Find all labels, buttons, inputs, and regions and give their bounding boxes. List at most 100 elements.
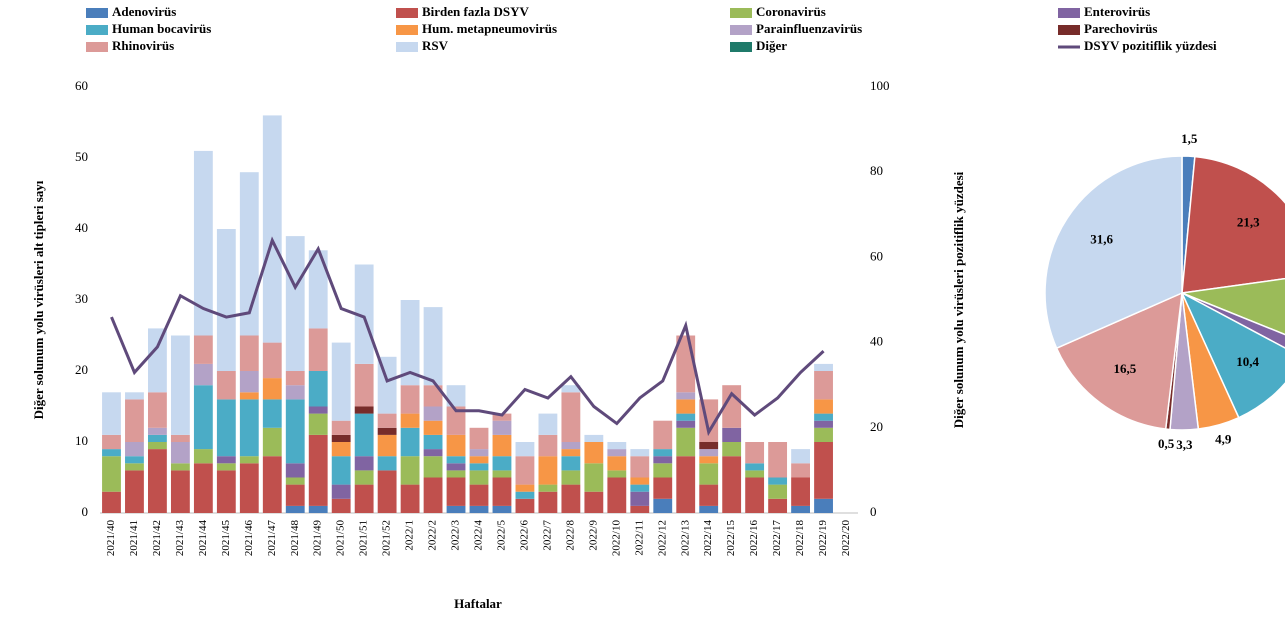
y2-tick-label: 100 [870, 78, 890, 93]
bar-segment [630, 484, 650, 492]
bar-segment [446, 456, 466, 464]
bar-segment [262, 342, 282, 379]
bar-segment [239, 399, 259, 457]
bar-segment [653, 498, 673, 513]
bar-segment [170, 335, 190, 435]
pie-label: 3,3 [1176, 437, 1193, 452]
bar-segment [216, 463, 236, 471]
bar-segment [561, 449, 581, 457]
bar-segment [469, 484, 489, 506]
bar-segment [653, 463, 673, 478]
bar-segment [148, 392, 167, 428]
bar-segment [423, 420, 443, 435]
bar-segment [331, 420, 351, 435]
x-tick-label: 2022/18 [794, 520, 806, 557]
bar-segment [538, 434, 558, 457]
bar-segment [469, 456, 489, 464]
y2-tick-label: 0 [870, 504, 877, 519]
bar-segment [216, 470, 236, 513]
legend-label: Parechovirüs [1084, 21, 1157, 36]
bar-segment [791, 449, 810, 464]
x-tick-label: 2022/1 [404, 520, 416, 551]
bar-segment [216, 371, 236, 400]
y2-tick-label: 40 [870, 334, 883, 349]
bar-segment [561, 385, 581, 393]
bar-segment [722, 456, 742, 513]
bar-segment [676, 420, 696, 428]
bar-segment [469, 470, 489, 485]
bar-segment [308, 505, 328, 513]
bar-segment [630, 491, 650, 506]
bar-segment [446, 434, 466, 457]
legend-swatch [730, 42, 752, 52]
bar-segment [285, 477, 305, 485]
pie-slice [1181, 155, 1285, 294]
legend-label: DSYV pozitiflik yüzdesi [1084, 38, 1217, 53]
bar-segment [125, 442, 144, 457]
bar-segment [239, 456, 259, 464]
bar-segment [262, 456, 282, 513]
legend-swatch [1058, 8, 1080, 18]
bar-segment [423, 406, 443, 421]
x-tick-label: 2022/11 [633, 520, 645, 556]
bar-segment [515, 498, 535, 513]
bar-segment [584, 442, 604, 464]
bar-segment [492, 477, 512, 506]
legend-swatch [86, 25, 108, 35]
pie-label: 21,3 [1237, 215, 1260, 230]
bar-segment [722, 442, 742, 457]
y-tick-label: 20 [75, 362, 88, 377]
bar-segment [814, 420, 833, 428]
bar-segment [653, 456, 673, 464]
x-tick-label: 2022/16 [748, 520, 760, 557]
bar-segment [446, 470, 466, 478]
legend-label: Adenovirüs [112, 4, 176, 19]
legend-swatch [86, 8, 108, 18]
bar-segment [492, 470, 512, 478]
bar-segment [607, 442, 627, 450]
x-tick-label: 2022/14 [702, 520, 714, 557]
bar-segment [607, 470, 627, 478]
bar-segment [308, 250, 328, 329]
legend-label: Coronavirüs [756, 4, 826, 19]
pie-label: 16,5 [1114, 361, 1137, 376]
bar-segment [285, 484, 305, 506]
bar-segment [285, 385, 305, 400]
bar-segment [239, 463, 259, 513]
bar-segment [423, 449, 443, 457]
bar-segment [446, 385, 466, 407]
legend-swatch [1058, 25, 1080, 35]
legend-label: Parainfluenzavirüs [756, 21, 862, 36]
bar-segment [745, 442, 765, 464]
legend-swatch [86, 42, 108, 52]
bar-segment [446, 406, 466, 435]
pie-slice [1180, 291, 1285, 419]
x-tick-label: 2022/12 [656, 520, 668, 556]
bar-segment [216, 399, 236, 457]
bar-segment [308, 413, 328, 435]
bar-segment [492, 420, 512, 435]
pie-label: 10,4 [1236, 354, 1259, 369]
bar-segment [814, 498, 833, 513]
legend-label: RSV [422, 38, 449, 53]
bar-segment [285, 463, 305, 478]
x-tick-label: 2021/45 [220, 520, 232, 557]
bar-segment [331, 342, 351, 421]
bar-segment [814, 371, 833, 400]
bar-segment [354, 413, 374, 457]
bar-segment [699, 505, 719, 513]
pie-slice [1044, 155, 1183, 350]
bar-segment [262, 399, 282, 428]
bar-segment [125, 392, 144, 400]
bar-segment [102, 456, 121, 492]
legend-swatch [396, 25, 418, 35]
bar-segment [791, 505, 810, 513]
bar-segment [423, 477, 443, 513]
bar-segment [400, 427, 420, 457]
x-tick-label: 2021/47 [266, 520, 278, 557]
bar-segment [125, 399, 144, 442]
legend-swatch [396, 8, 418, 18]
x-tick-label: 2021/52 [381, 520, 393, 556]
bar-segment [676, 413, 696, 421]
y-tick-label: 10 [75, 433, 88, 448]
